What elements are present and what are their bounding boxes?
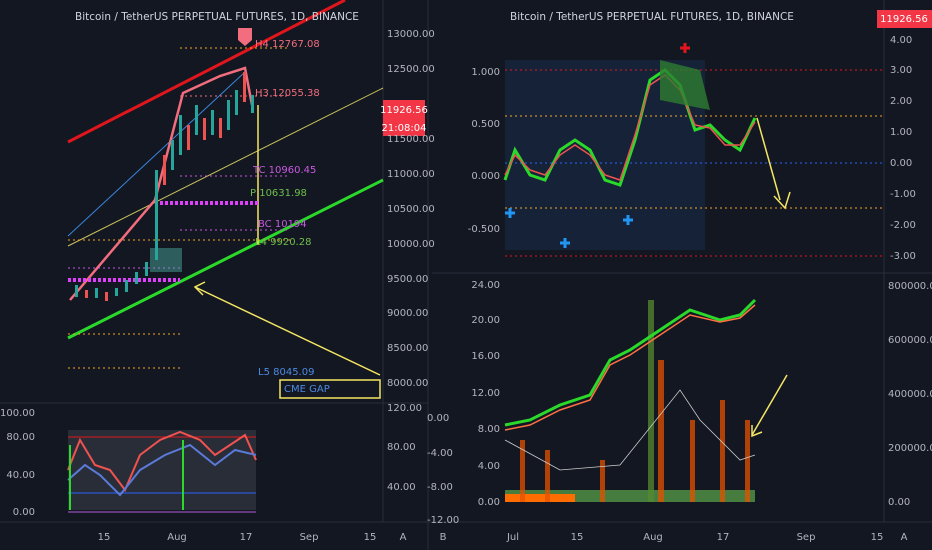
right-bottom-drawings [504, 298, 788, 502]
last-price: 11926.56 [880, 14, 928, 25]
price-tick: 11500.00 [387, 134, 435, 145]
volume-tick: 600000.00 [888, 335, 932, 346]
level-label: H3 12055.38 [255, 88, 320, 99]
time-tick: Jul [506, 532, 519, 543]
volume-tick: 200000.00 [888, 443, 932, 454]
volume-tick: 8.00 [478, 424, 500, 435]
volume-tick: 0.00 [888, 497, 910, 508]
indicator-tick: 3.00 [890, 65, 912, 76]
price-tick: 10000.00 [387, 239, 435, 250]
price-tag [877, 10, 932, 28]
left-drawings [67, 0, 384, 399]
countdown-tag [383, 120, 425, 136]
last-price: 11926.56 [380, 105, 428, 116]
level-label: TC 10960.45 [252, 165, 316, 176]
volume-tick: 12.00 [471, 388, 500, 399]
price-tick: 10500.00 [387, 204, 435, 215]
price-tag [383, 100, 425, 120]
volume-tick: 800000.00 [888, 281, 932, 292]
volume-tick: 400000.00 [888, 389, 932, 400]
title: Bitcoin / TetherUS PERPETUAL FUTURES, 1D… [510, 11, 794, 23]
osc-tick: 40.00 [387, 482, 416, 493]
time-tick: Sep [300, 532, 319, 543]
level-label: L5 8045.09 [258, 367, 314, 378]
osc-tick: 0.00 [427, 413, 449, 424]
indicator-tick: -1.00 [890, 189, 916, 200]
time-tick: 15 [98, 532, 111, 543]
osc-tick: 40.00 [6, 470, 35, 481]
candles [75, 28, 254, 301]
time-tick: 17 [717, 532, 730, 543]
price-tick: 11000.00 [387, 169, 435, 180]
level-label: L4 9920.28 [255, 237, 311, 248]
marker: A [400, 532, 407, 543]
osc-tick: 80.00 [387, 442, 416, 453]
indicator-tick: -2.00 [890, 220, 916, 231]
price-tick: 12500.00 [387, 64, 435, 75]
osc-tick: 0.00 [13, 507, 35, 518]
price-tick: 13000.00 [387, 29, 435, 40]
volume-tick: 20.00 [471, 315, 500, 326]
time-tick: 15 [871, 532, 884, 543]
time-tick: Sep [797, 532, 816, 543]
osc-tick: -12.00 [427, 515, 459, 526]
right-top-drawings [503, 43, 884, 257]
marker: A [901, 532, 908, 543]
level-label: H4 12767.08 [255, 39, 320, 50]
annotation: CME GAP [284, 384, 330, 395]
title: Bitcoin / TetherUS PERPETUAL FUTURES, 1D… [75, 11, 359, 23]
time-tick: 17 [240, 532, 253, 543]
level-label: P 10631.98 [250, 188, 307, 199]
volume-tick: 16.00 [471, 351, 500, 362]
volume-tick: 0.00 [478, 497, 500, 508]
time-tick: 15 [571, 532, 584, 543]
osc-tick: -4.00 [427, 448, 453, 459]
indicator-tick: 0.500 [471, 119, 500, 130]
indicator-tick: -0.500 [468, 224, 500, 235]
countdown: 21:08:04 [382, 123, 427, 134]
osc-tick: 100.00 [0, 408, 35, 419]
price-tick: 8500.00 [387, 343, 428, 354]
time-tick: Aug [643, 532, 663, 543]
price-tick: 8000.00 [387, 378, 428, 389]
osc-tick: 120.00 [387, 403, 422, 414]
level-label: BC 10194 [258, 219, 307, 230]
indicator-tick: 1.000 [471, 67, 500, 78]
marker: B [440, 532, 447, 543]
osc-tick: -8.00 [427, 482, 453, 493]
price-tick: 9000.00 [387, 308, 428, 319]
indicator-tick: 0.000 [471, 171, 500, 182]
price-tick: 9500.00 [387, 274, 428, 285]
volume-tick: 24.00 [471, 280, 500, 291]
osc-tick: 80.00 [6, 432, 35, 443]
time-tick: 15 [364, 532, 377, 543]
volume-tick: 4.00 [478, 461, 500, 472]
time-tick: Aug [167, 532, 187, 543]
left-oscillator [67, 430, 257, 513]
indicator-tick: -3.00 [890, 251, 916, 262]
indicator-tick: 4.00 [890, 35, 912, 46]
indicator-tick: 1.00 [890, 127, 912, 138]
indicator-tick: 0.00 [890, 158, 912, 169]
indicator-tick: 2.00 [890, 96, 912, 107]
